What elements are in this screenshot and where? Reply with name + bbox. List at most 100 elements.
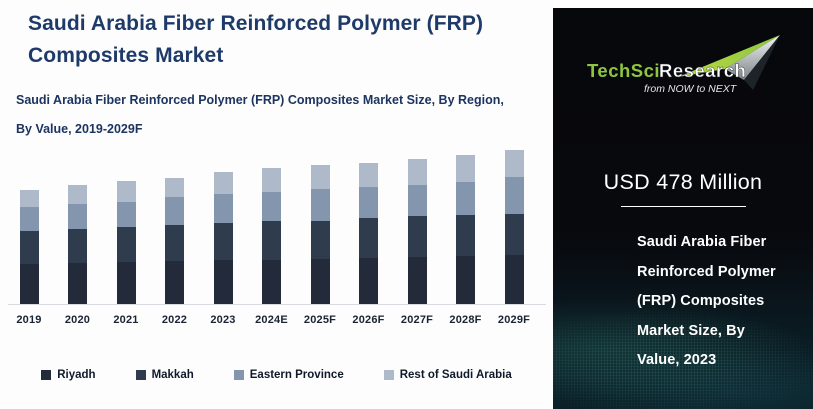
legend-swatch-icon <box>383 370 394 380</box>
bar-segment-eastern-province <box>116 201 136 228</box>
bar-segment-rest-of-saudi-arabia <box>68 185 87 205</box>
description-line: Reinforced Polymer <box>637 263 776 280</box>
bar-segment-makkah <box>262 221 281 260</box>
x-axis-label: 2029F <box>497 314 531 326</box>
bar-segment-riyadh <box>504 255 524 304</box>
legend-item: Rest of Saudi Arabia <box>383 369 512 381</box>
bar-segment-riyadh <box>359 258 378 304</box>
bar-column: 2027F <box>401 145 433 326</box>
bar-column: 2025F <box>304 145 336 326</box>
bar-segment-riyadh <box>310 259 330 304</box>
logo-arrow-icon <box>678 35 780 90</box>
bar-segment-rest-of-saudi-arabia <box>359 162 378 187</box>
chart-legend: Riyadh Makkah Eastern Province Rest of Saud… <box>0 369 553 381</box>
bar-segment-rest-of-saudi-arabia <box>116 181 136 202</box>
chart-subtitle: Saudi Arabia Fiber Reinforced Polymer (F… <box>16 93 504 136</box>
x-axis-label: 2022 <box>161 314 188 326</box>
bar-segment-eastern-province <box>407 184 427 217</box>
bar-stack <box>359 145 378 304</box>
x-axis-line <box>8 304 546 305</box>
bar-column: 2028F <box>449 145 481 326</box>
bar-segment-eastern-province <box>68 204 87 230</box>
market-description: Saudi Arabia Fiber Reinforced Polymer (FRP… <box>637 228 797 376</box>
bar-segment-rest-of-saudi-arabia <box>456 155 475 183</box>
bar-segment-makkah <box>504 213 524 255</box>
logo-brand-primary: TechSci <box>587 60 660 81</box>
bar-column: 2021 <box>113 145 138 326</box>
bar-column: 2022 <box>162 145 187 326</box>
bar-segment-rest-of-saudi-arabia <box>310 165 330 190</box>
bar-segment-eastern-province <box>19 207 39 231</box>
legend-swatch-icon <box>135 370 146 380</box>
bar-stack <box>456 145 475 304</box>
x-axis-label: 2028F <box>449 314 482 326</box>
bar-segment-makkah <box>116 227 136 263</box>
bar-column: 2020 <box>65 145 90 326</box>
legend-item: Riyadh <box>41 369 96 381</box>
bar-segment-makkah <box>456 215 475 257</box>
bar-segment-eastern-province <box>359 186 378 219</box>
techsci-logo-image: TechSci Research from NOW to NEXT <box>587 35 780 95</box>
logo-brand-secondary: Research <box>659 60 746 81</box>
bar-segment-makkah <box>68 229 87 263</box>
legend-label: Eastern Province <box>249 369 344 381</box>
x-axis-label: 2024E <box>255 314 288 326</box>
legend-label: Rest of Saudi Arabia <box>399 369 512 381</box>
bar-column: 2029F <box>498 145 530 326</box>
bar-stack <box>116 145 136 304</box>
legend-swatch-icon <box>233 370 244 380</box>
bar-segment-makkah <box>310 220 330 260</box>
x-axis-label: 2027F <box>400 314 434 326</box>
bar-segment-rest-of-saudi-arabia <box>165 177 184 197</box>
techsci-logo: TechSci Research from NOW to NEXT <box>582 32 784 98</box>
bar-stack <box>504 145 524 304</box>
bar-segment-riyadh <box>165 260 184 304</box>
x-axis-label: 2020 <box>64 314 91 326</box>
bar-stack <box>262 145 281 304</box>
bar-segment-rest-of-saudi-arabia <box>407 158 427 185</box>
chart-section: Saudi Arabia Fiber Reinforced Polymer (F… <box>0 12 553 381</box>
bar-segment-rest-of-saudi-arabia <box>213 172 233 195</box>
bar-segment-riyadh <box>407 257 427 304</box>
legend-item: Eastern Province <box>233 369 344 381</box>
bar-segment-makkah <box>165 224 184 261</box>
stacked-bar-chart: 2019 2020 2021 2022 2023 2024E 2025F 2026F 2027F… <box>8 145 546 326</box>
side-panel: TechSci Research from NOW to NEXT USD 47… <box>553 8 813 409</box>
bar-segment-eastern-province <box>504 177 524 214</box>
description-line: (FRP) Composites <box>637 293 765 309</box>
bar-segment-riyadh <box>19 263 39 304</box>
x-axis-label: 2023 <box>210 314 236 326</box>
legend-swatch-icon <box>41 370 52 380</box>
bar-stack <box>165 145 184 304</box>
bar-stack <box>310 145 330 304</box>
bar-segment-eastern-province <box>310 189 330 221</box>
bar-segment-riyadh <box>456 256 475 304</box>
bar-segment-eastern-province <box>262 192 281 222</box>
bar-segment-riyadh <box>262 259 281 304</box>
logo-tagline: from NOW to NEXT <box>644 83 738 95</box>
bar-column: 2026F <box>352 145 384 326</box>
plot-area: 2019 2020 2021 2022 2023 2024E 2025F 2026F 2027F… <box>15 145 530 326</box>
bar-column: 2023 <box>210 145 235 326</box>
bar-segment-riyadh <box>213 259 233 304</box>
bar-segment-rest-of-saudi-arabia <box>19 189 39 208</box>
bar-segment-makkah <box>19 230 39 264</box>
bar-segment-eastern-province <box>213 194 233 224</box>
bar-segment-eastern-province <box>456 182 475 216</box>
x-axis-label: 2021 <box>113 314 139 326</box>
legend-item: Makkah <box>135 369 194 381</box>
description-line: Saudi Arabia Fiber <box>637 234 767 250</box>
description-line: Value, 2023 <box>637 352 717 368</box>
bar-segment-makkah <box>213 223 233 260</box>
bar-column: 2024E <box>255 145 288 326</box>
x-axis-label: 2026F <box>352 314 385 326</box>
bar-column: 2019 <box>16 145 41 326</box>
page-title: Saudi Arabia Fiber Reinforced Polymer (F… <box>28 12 484 67</box>
x-axis-label: 2025F <box>303 314 337 326</box>
bar-segment-eastern-province <box>165 196 184 225</box>
bar-segment-makkah <box>407 216 427 258</box>
bar-stack <box>213 145 233 304</box>
market-value: USD 478 Million <box>603 170 763 194</box>
bar-segment-riyadh <box>68 263 87 304</box>
